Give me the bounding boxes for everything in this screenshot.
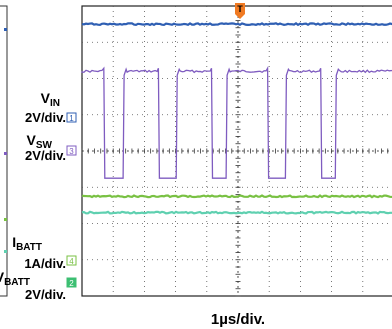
trigger-letter: T (237, 4, 243, 14)
ibatt-label: IBATT 1A/div. 4 (12, 234, 77, 271)
vsw-scale: 2V/div. (25, 148, 66, 163)
vbatt-channel-badge (66, 277, 77, 288)
svg-text:2: 2 (69, 279, 74, 288)
vbatt-label: VBATT 2V/div. 2 (0, 269, 77, 302)
vsw-label: VSW 2V/div. 3 (25, 132, 77, 163)
vsw-channel-badge (66, 145, 77, 156)
vin-label-main: V (41, 90, 51, 106)
svg-text:VIN: VIN (41, 90, 60, 109)
vbatt-label-main: V (0, 269, 5, 285)
vin-label: VIN 2V/div. 1 (25, 90, 77, 125)
svg-text:VSW: VSW (27, 132, 53, 151)
ibatt-scale: 1A/div. (24, 256, 66, 271)
svg-text:4: 4 (69, 257, 74, 266)
trigger-marker: T (235, 3, 245, 19)
trace-vsw (81, 65, 392, 179)
svg-text:1: 1 (69, 114, 74, 123)
ibatt-label-sub: BATT (16, 242, 42, 253)
vin-scale: 2V/div. (25, 110, 66, 125)
traces (81, 22, 392, 215)
vin-channel-badge (66, 112, 77, 123)
vin-label-sub: IN (50, 98, 60, 109)
ibatt-label-main: I (12, 234, 16, 250)
vsw-label-sub: SW (36, 140, 53, 151)
left-panel-fragment (0, 5, 8, 297)
trace-vin (81, 22, 392, 27)
svg-text:3: 3 (69, 147, 74, 156)
svg-text:IBATT: IBATT (12, 234, 42, 253)
x-axis-label: 1µs/div. (211, 311, 265, 328)
svg-text:VBATT: VBATT (0, 269, 30, 288)
ibatt-channel-badge (66, 255, 77, 266)
grid (81, 5, 392, 297)
trace-vbatt (81, 210, 392, 215)
vbatt-label-sub: BATT (4, 277, 30, 288)
trace-ibatt (81, 194, 392, 199)
vsw-label-main: V (27, 132, 37, 148)
vbatt-scale: 2V/div. (25, 287, 66, 302)
